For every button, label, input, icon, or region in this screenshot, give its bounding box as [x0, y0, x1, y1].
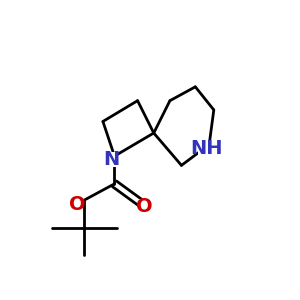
FancyBboxPatch shape	[105, 152, 117, 167]
Text: N: N	[103, 150, 119, 169]
FancyBboxPatch shape	[139, 200, 150, 214]
FancyBboxPatch shape	[198, 140, 215, 155]
Text: O: O	[69, 195, 86, 214]
Text: NH: NH	[190, 139, 223, 158]
Text: O: O	[136, 197, 153, 216]
FancyBboxPatch shape	[72, 197, 83, 212]
